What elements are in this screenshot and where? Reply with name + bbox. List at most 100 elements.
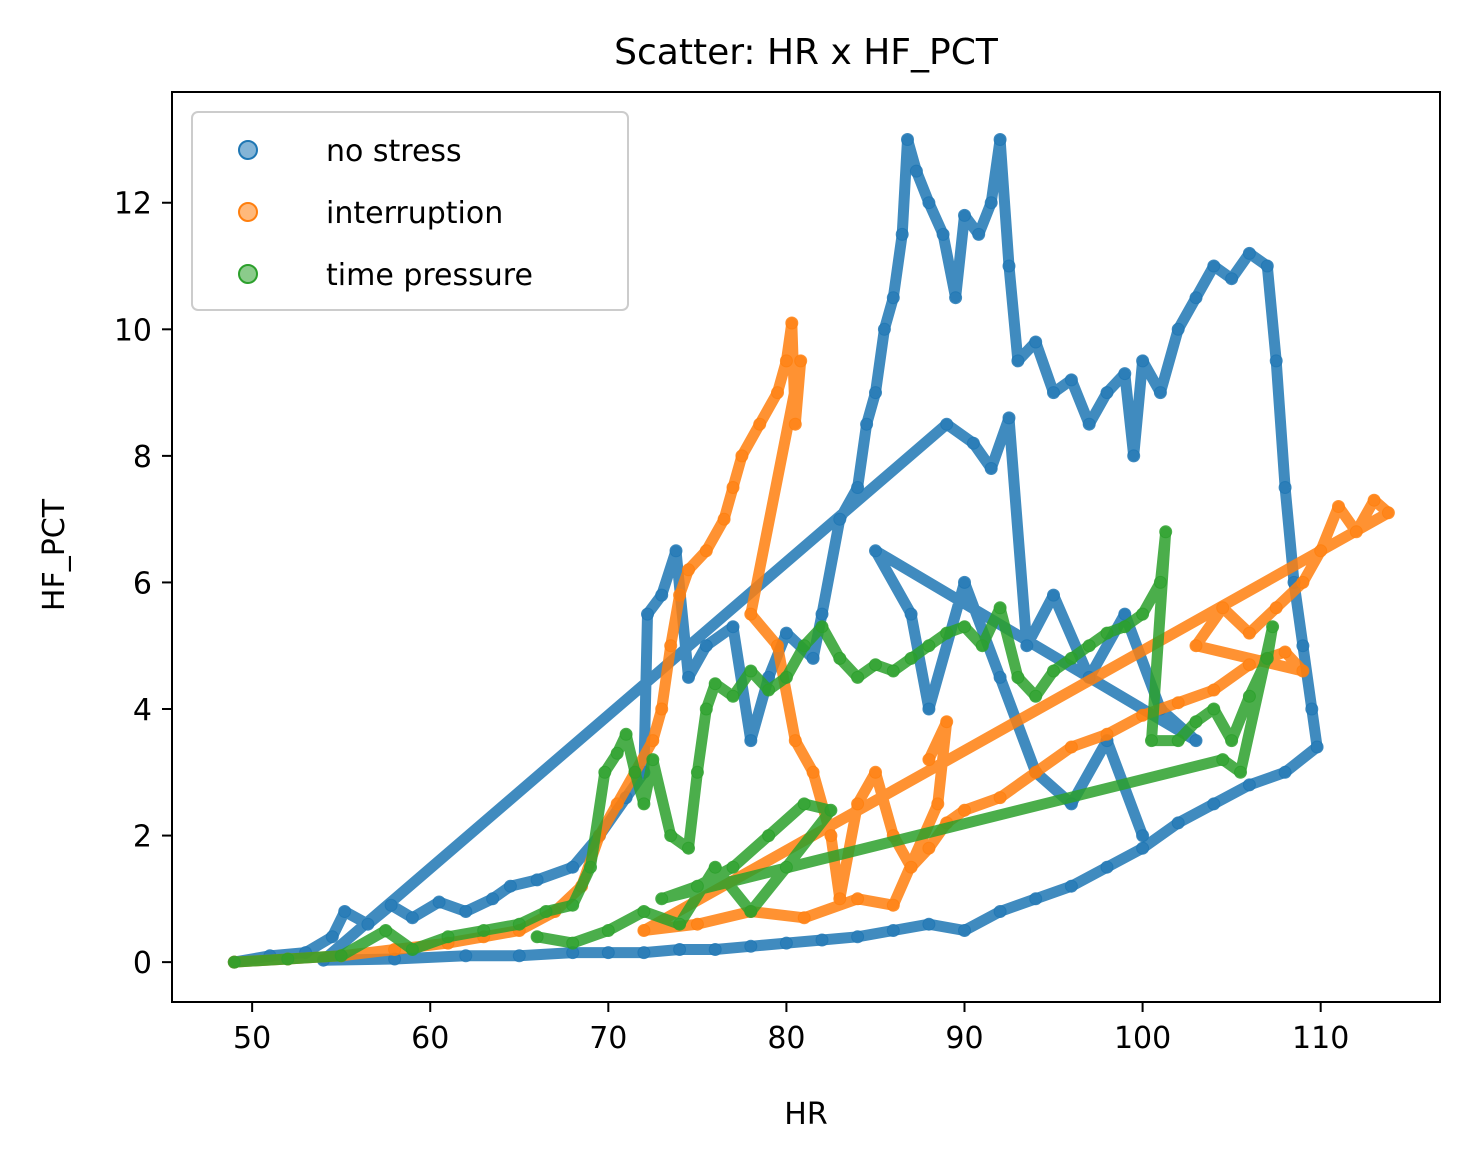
data-point bbox=[794, 354, 808, 368]
data-point bbox=[673, 943, 687, 956]
data-point bbox=[566, 936, 580, 950]
y-tick-label: 4 bbox=[133, 693, 152, 728]
data-point bbox=[744, 939, 758, 953]
data-point bbox=[1011, 670, 1025, 684]
data-point bbox=[788, 734, 802, 748]
data-point bbox=[806, 765, 820, 779]
data-point bbox=[744, 664, 758, 678]
data-point bbox=[1011, 354, 1025, 368]
data-point bbox=[708, 677, 722, 691]
data-point bbox=[637, 797, 651, 811]
data-point bbox=[682, 841, 695, 855]
data-point bbox=[966, 436, 980, 450]
data-point bbox=[922, 196, 936, 210]
data-point bbox=[1064, 879, 1078, 893]
data-point bbox=[993, 791, 1007, 805]
x-tick-label: 80 bbox=[767, 1021, 805, 1056]
data-point bbox=[1047, 664, 1060, 678]
data-point bbox=[958, 208, 971, 222]
data-point bbox=[1127, 449, 1141, 463]
data-point bbox=[922, 702, 936, 716]
x-axis-label: HR bbox=[784, 1097, 827, 1132]
legend: no stress interruption time pressure bbox=[191, 111, 629, 311]
data-point bbox=[1234, 765, 1247, 779]
data-point bbox=[922, 753, 936, 767]
data-point bbox=[815, 933, 829, 947]
data-point bbox=[673, 588, 687, 602]
x-tick-label: 90 bbox=[945, 1021, 983, 1056]
data-point bbox=[1367, 493, 1381, 507]
data-point bbox=[909, 164, 923, 178]
data-point bbox=[1100, 727, 1114, 741]
data-point bbox=[815, 620, 829, 634]
data-point bbox=[744, 734, 758, 748]
data-point bbox=[984, 196, 998, 210]
x-axis: 50 60 70 80 90 100 110 bbox=[233, 1002, 1349, 1056]
data-point bbox=[940, 626, 954, 640]
data-point bbox=[1332, 500, 1345, 513]
data-point bbox=[1171, 322, 1185, 336]
data-point bbox=[432, 895, 446, 909]
data-point bbox=[1216, 753, 1230, 767]
data-point bbox=[958, 620, 971, 634]
data-point bbox=[1064, 373, 1078, 387]
data-point bbox=[797, 797, 811, 811]
data-point bbox=[797, 911, 811, 925]
data-point bbox=[904, 607, 918, 621]
data-point bbox=[949, 291, 963, 305]
legend-label: no stress bbox=[326, 134, 462, 169]
data-point bbox=[1029, 765, 1043, 779]
data-point bbox=[1189, 715, 1203, 729]
data-point bbox=[584, 860, 597, 874]
data-point bbox=[1136, 841, 1150, 855]
data-point bbox=[984, 462, 998, 475]
data-point bbox=[690, 917, 704, 931]
data-point bbox=[1064, 740, 1078, 754]
data-point bbox=[325, 930, 339, 944]
data-point bbox=[1047, 588, 1060, 602]
data-point bbox=[1082, 639, 1096, 653]
data-point bbox=[566, 898, 580, 912]
data-point bbox=[797, 639, 811, 653]
data-point bbox=[824, 829, 838, 843]
data-point bbox=[601, 946, 615, 960]
data-point bbox=[1266, 620, 1280, 634]
data-point bbox=[869, 386, 882, 400]
data-point bbox=[699, 639, 713, 653]
data-point bbox=[851, 481, 865, 494]
data-point bbox=[1381, 506, 1395, 520]
data-point bbox=[958, 575, 971, 589]
data-point bbox=[1260, 259, 1274, 273]
data-point bbox=[824, 803, 838, 817]
x-tick-label: 70 bbox=[589, 1021, 627, 1056]
data-point bbox=[993, 670, 1007, 684]
data-point bbox=[673, 917, 687, 931]
data-point bbox=[901, 133, 914, 146]
data-point bbox=[1002, 259, 1016, 273]
data-point bbox=[1296, 664, 1310, 678]
data-point bbox=[1171, 696, 1185, 710]
data-point bbox=[851, 797, 865, 811]
y-axis-label: HF_PCT bbox=[37, 498, 72, 611]
data-point bbox=[958, 924, 971, 937]
data-point bbox=[869, 765, 882, 779]
data-point bbox=[655, 588, 669, 602]
data-point bbox=[361, 917, 375, 931]
data-point bbox=[972, 227, 986, 241]
data-point bbox=[1136, 607, 1150, 621]
data-point bbox=[735, 449, 749, 463]
data-point bbox=[936, 227, 950, 241]
data-point bbox=[690, 879, 704, 893]
data-point bbox=[762, 683, 776, 697]
data-point bbox=[1159, 525, 1173, 539]
legend-marker bbox=[238, 202, 258, 222]
data-point bbox=[1314, 544, 1328, 558]
data-point bbox=[779, 670, 793, 684]
data-point bbox=[708, 943, 722, 956]
data-point bbox=[744, 607, 758, 621]
data-point bbox=[779, 626, 793, 640]
data-point bbox=[1118, 620, 1132, 634]
data-point bbox=[1225, 272, 1239, 286]
data-point bbox=[1310, 740, 1324, 754]
